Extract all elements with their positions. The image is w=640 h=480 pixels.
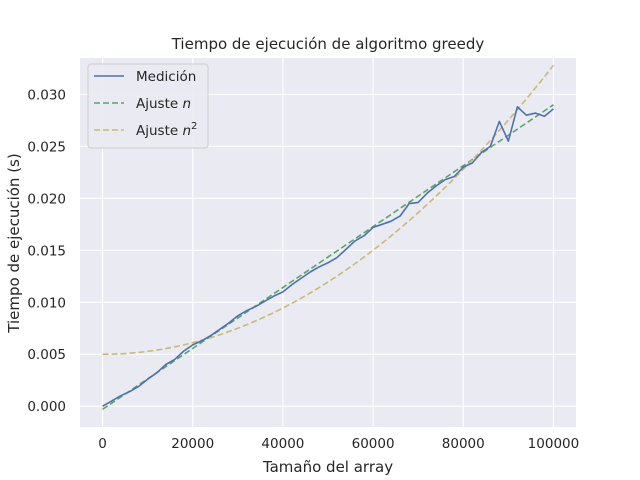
legend-box (87, 63, 209, 149)
y-axis-label: Tiempo de ejecución (s) (5, 153, 23, 333)
x-tick-label: 80000 (442, 436, 485, 452)
y-tick-label: 0.020 (27, 191, 66, 207)
series-medicion-line (102, 106, 554, 407)
x-axis-ticks: 0 20000 40000 60000 80000 100000 (98, 436, 579, 452)
legend-label-medicion: Medición (136, 69, 196, 85)
legend-label-ajuste-n2: Ajuste n2 (136, 121, 197, 139)
x-tick-label: 0 (98, 436, 107, 452)
legend-ajuste-n2-text: Ajuste (136, 123, 182, 139)
legend-ajuste-n-text: Ajuste (136, 96, 182, 112)
series-ajuste-n2-line (102, 64, 555, 356)
chart-title: Tiempo de ejecución de algoritmo greedy (171, 35, 485, 53)
y-tick-label: 0.005 (27, 347, 66, 363)
x-tick-label: 100000 (528, 436, 580, 452)
y-tick-label: 0.000 (27, 399, 66, 415)
x-tick-label: 20000 (171, 436, 214, 452)
y-tick-label: 0.030 (27, 87, 66, 103)
x-tick-label: 40000 (261, 436, 304, 452)
legend-ajuste-n2-sup: 2 (191, 121, 197, 132)
series-group (102, 64, 555, 410)
y-axis-ticks: 0.000 0.005 0.010 0.015 0.020 0.025 0.030 (27, 87, 66, 415)
legend-label-ajuste-n: Ajuste n (136, 96, 191, 112)
legend: Medición Ajuste n Ajuste n2 (87, 63, 209, 149)
y-tick-label: 0.015 (27, 243, 66, 259)
x-axis-label: Tamaño del array (262, 458, 393, 476)
legend-ajuste-n2-math: n (182, 123, 191, 139)
x-tick-label: 60000 (352, 436, 395, 452)
legend-ajuste-n-math: n (182, 96, 191, 112)
grid (80, 58, 576, 427)
y-tick-label: 0.010 (27, 295, 66, 311)
y-tick-label: 0.025 (27, 139, 66, 155)
